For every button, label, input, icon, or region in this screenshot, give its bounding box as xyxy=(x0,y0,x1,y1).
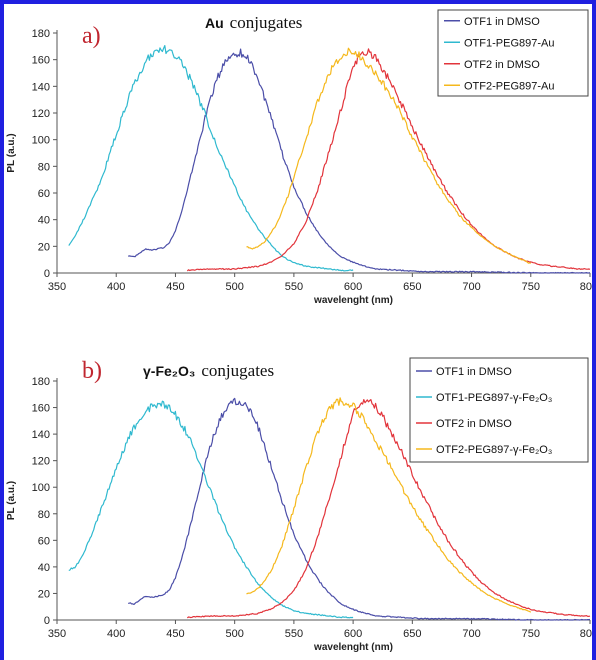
chart-panel-a: 0 20 40 60 80 100 120 140 160 180 350 400 450 500 550 6… xyxy=(6,9,592,306)
x-tick-label: 550 xyxy=(285,628,303,640)
y-tick-label: 20 xyxy=(38,588,50,600)
frame-left xyxy=(0,0,4,660)
legend-entry: OTF1-PEG897-γ-Fe₂O₃ xyxy=(436,392,552,404)
x-tick-label: 750 xyxy=(522,628,540,640)
x-tick-label: 700 xyxy=(462,281,480,293)
legend-entry: OTF2 in DMSO xyxy=(464,59,540,71)
y-tick-label: 80 xyxy=(38,161,50,173)
x-tick-label: 650 xyxy=(403,628,421,640)
x-tick-label: 650 xyxy=(403,281,421,293)
frame-right xyxy=(592,0,596,660)
x-tick-label: 550 xyxy=(285,281,303,293)
y-tick-label: 100 xyxy=(32,135,50,147)
legend-entry: OTF2-PEG897-γ-Fe₂O₃ xyxy=(436,444,552,456)
x-tick-label: 600 xyxy=(344,281,362,293)
series-line xyxy=(127,48,591,274)
y-tick-label: 60 xyxy=(38,535,50,547)
x-tick-label: 350 xyxy=(48,281,66,293)
legend-entry: OTF2 in DMSO xyxy=(436,418,512,430)
series-line xyxy=(246,397,532,613)
panel-label: a) xyxy=(82,23,101,49)
chart-title-rest: conjugates xyxy=(201,361,274,380)
frame-top xyxy=(0,0,596,4)
x-tick-label: 600 xyxy=(344,628,362,640)
y-tick-label: 0 xyxy=(44,268,50,280)
y-tick-label: 40 xyxy=(38,215,50,227)
series-line xyxy=(68,44,354,272)
y-tick-label: 80 xyxy=(38,509,50,521)
y-tick-label: 20 xyxy=(38,241,50,253)
y-axis-title: PL (a.u.) xyxy=(6,481,17,520)
legend-entry: OTF2-PEG897-Au xyxy=(464,80,554,92)
x-axis-title: wavelenght (nm) xyxy=(313,295,393,306)
legend-box xyxy=(409,357,589,463)
y-tick-label: 140 xyxy=(32,429,50,441)
series-line xyxy=(128,397,591,621)
y-tick-label: 100 xyxy=(32,482,50,494)
legend: OTF1 in DMSO OTF1-PEG897-γ-Fe₂O₃ OTF2 in D… xyxy=(409,357,589,463)
legend-box xyxy=(437,9,589,97)
series-line xyxy=(68,400,354,619)
series-line xyxy=(186,399,591,619)
y-tick-label: 140 xyxy=(32,81,50,93)
x-tick-label: 80 xyxy=(580,628,592,640)
series-line xyxy=(246,47,531,264)
y-tick-label: 180 xyxy=(32,28,50,40)
x-tick-label: 450 xyxy=(166,281,184,293)
y-tick-label: 120 xyxy=(32,108,50,120)
x-tick-label: 400 xyxy=(107,281,125,293)
legend-entry: OTF1 in DMSO xyxy=(464,16,540,28)
x-tick-label: 750 xyxy=(522,281,540,293)
legend: OTF1 in DMSO OTF1-PEG897-Au OTF2 in DMSO OT… xyxy=(437,9,589,97)
y-tick-label: 160 xyxy=(32,55,50,67)
x-tick-label: 400 xyxy=(107,628,125,640)
x-tick-label: 500 xyxy=(225,281,243,293)
chart-title-material: Au xyxy=(205,15,224,31)
chart-title: Au conjugates xyxy=(205,13,302,32)
y-tick-label: 120 xyxy=(32,456,50,468)
y-axis-title: PL (a.u.) xyxy=(6,133,17,172)
panel-label: b) xyxy=(82,358,102,384)
y-tick-label: 40 xyxy=(38,562,50,574)
x-tick-label: 700 xyxy=(462,628,480,640)
y-tick-label: 180 xyxy=(32,376,50,388)
x-tick-label: 80 xyxy=(580,281,592,293)
x-tick-label: 450 xyxy=(166,628,184,640)
y-tick-label: 0 xyxy=(44,615,50,627)
chart-title-material: γ-Fe₂O₃ xyxy=(143,363,195,379)
chart-panel-b: 0 20 40 60 80 100 120 140 160 180 350 400 450 500 550 6… xyxy=(6,357,592,653)
x-tick-label: 350 xyxy=(48,628,66,640)
chart-title-rest: conjugates xyxy=(230,13,303,32)
x-axis-title: wavelenght (nm) xyxy=(313,642,393,653)
legend-entry: OTF1 in DMSO xyxy=(436,366,512,378)
y-tick-label: 160 xyxy=(32,403,50,415)
chart-title: γ-Fe₂O₃ conjugates xyxy=(143,361,274,380)
x-tick-label: 500 xyxy=(225,628,243,640)
legend-entry: OTF1-PEG897-Au xyxy=(464,37,554,49)
y-tick-label: 60 xyxy=(38,188,50,200)
